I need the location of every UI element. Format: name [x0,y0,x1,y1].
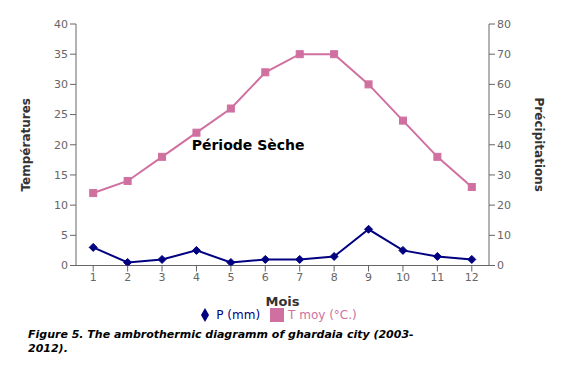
svg-text:2: 2 [124,271,131,284]
svg-text:40: 40 [54,18,68,31]
svg-text:70: 70 [497,48,511,61]
svg-text:9: 9 [365,271,372,284]
svg-text:4: 4 [193,271,200,284]
html-text:Figure 5. The ambrothermic dia: Figure 5. The ambrothermic diagramm of g… [28,328,414,341]
svg-text:7: 7 [296,271,303,284]
svg-text:40: 40 [497,139,511,152]
svg-text:Période Sèche: Période Sèche [192,137,305,153]
html-text:P (mm): P (mm) [216,307,261,322]
svg-text:10: 10 [396,271,410,284]
svg-text:30: 30 [54,78,68,91]
svg-text:12: 12 [465,271,479,284]
svg-text:Mois: Mois [265,294,299,309]
svg-text:0: 0 [497,259,504,272]
svg-text:30: 30 [497,169,511,182]
svg-text:Précipitations: Précipitations [532,98,546,192]
svg-text:3: 3 [159,271,166,284]
svg-text:35: 35 [54,48,68,61]
svg-text:6: 6 [262,271,269,284]
svg-text:15: 15 [54,169,68,182]
svg-text:20: 20 [54,139,68,152]
html-text:T moy (°C.): T moy (°C.) [288,307,357,322]
svg-text:Températures: Températures [19,98,33,191]
svg-text:5: 5 [227,271,234,284]
svg-text:0: 0 [61,259,68,272]
svg-text:20: 20 [497,199,511,212]
svg-text:1: 1 [90,271,97,284]
svg-text:80: 80 [497,18,511,31]
html-text:2012).: 2012). [28,342,68,355]
svg-text:5: 5 [61,229,68,242]
svg-text:60: 60 [497,78,511,91]
svg-text:8: 8 [331,271,338,284]
svg-text:10: 10 [54,199,68,212]
svg-text:10: 10 [497,229,511,242]
svg-text:50: 50 [497,108,511,121]
svg-text:25: 25 [54,108,68,121]
svg-text:11: 11 [430,271,444,284]
